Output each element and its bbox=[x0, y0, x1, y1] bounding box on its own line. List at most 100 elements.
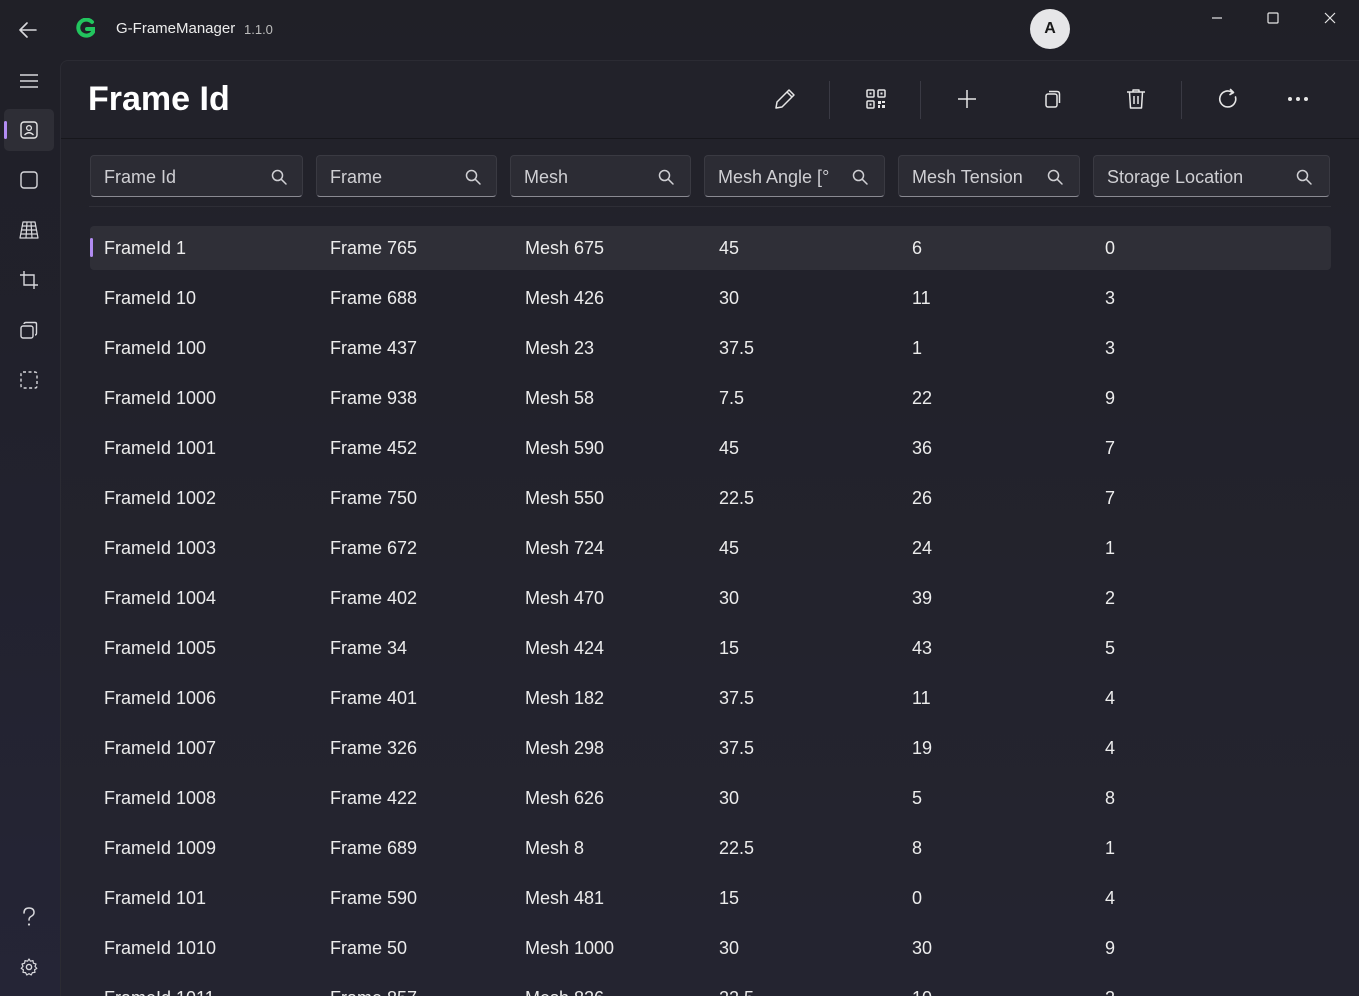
nav-item-frame-ids[interactable] bbox=[4, 109, 54, 151]
cell-storage-location: 4 bbox=[1105, 888, 1116, 908]
cell-storage-location: 3 bbox=[1105, 288, 1116, 308]
cell-frame-id: FrameId 1004 bbox=[104, 588, 217, 608]
delete-trash-icon bbox=[1126, 88, 1146, 110]
help-button[interactable] bbox=[4, 896, 54, 938]
cell-mesh-angle: 30 bbox=[719, 938, 740, 958]
table-row[interactable]: FrameId 1008 Frame 422 Mesh 626 30 5 8 bbox=[90, 776, 1331, 820]
settings-gear-icon bbox=[20, 958, 38, 976]
cell-mesh: Mesh 182 bbox=[525, 688, 605, 708]
cell-frame: Frame 938 bbox=[330, 388, 418, 408]
cell-mesh: Mesh 8 bbox=[525, 838, 585, 858]
maximize-icon bbox=[1267, 12, 1279, 24]
table-row[interactable]: FrameId 1003 Frame 672 Mesh 724 45 24 1 bbox=[90, 526, 1331, 570]
qr-code-button[interactable] bbox=[854, 79, 898, 119]
filter-label: Mesh Angle [°] bbox=[718, 167, 829, 187]
app-version: 1.1.0 bbox=[244, 22, 273, 37]
cell-mesh-tension: 10 bbox=[912, 988, 932, 996]
table-row[interactable]: FrameId 1001 Frame 452 Mesh 590 45 36 7 bbox=[90, 426, 1331, 470]
nav-item-selection[interactable] bbox=[4, 359, 54, 401]
edit-button[interactable] bbox=[763, 79, 807, 119]
cell-frame: Frame 672 bbox=[330, 538, 418, 558]
filter-mesh-angle-input[interactable]: Mesh Angle [°] bbox=[704, 155, 885, 197]
table-row[interactable]: FrameId 1005 Frame 34 Mesh 424 15 43 5 bbox=[90, 626, 1331, 670]
add-button[interactable] bbox=[945, 79, 989, 119]
table-row[interactable]: FrameId 101 Frame 590 Mesh 481 15 0 4 bbox=[90, 876, 1331, 920]
cell-storage-location: 2 bbox=[1105, 988, 1115, 996]
back-button[interactable] bbox=[8, 12, 48, 48]
cell-frame-id: FrameId 1002 bbox=[104, 488, 217, 508]
search-icon[interactable] bbox=[657, 168, 675, 186]
cell-mesh-tension: 11 bbox=[912, 288, 931, 308]
search-icon[interactable] bbox=[851, 168, 869, 186]
cell-mesh-tension: 43 bbox=[912, 638, 933, 658]
cell-mesh: Mesh 724 bbox=[525, 538, 605, 558]
filter-storage-location-input[interactable]: Storage Location bbox=[1093, 155, 1330, 197]
nav-item-meshes[interactable] bbox=[4, 209, 54, 251]
cell-frame: Frame 326 bbox=[330, 738, 418, 758]
dashed-select-icon bbox=[20, 371, 38, 389]
table-row[interactable]: FrameId 100 Frame 437 Mesh 23 37.5 1 3 bbox=[90, 326, 1331, 370]
main-content: Frame Id bbox=[60, 60, 1359, 996]
cell-mesh-tension: 0 bbox=[912, 888, 923, 908]
minimize-button[interactable] bbox=[1189, 0, 1245, 36]
filter-mesh-input[interactable]: Mesh bbox=[510, 155, 691, 197]
cell-mesh: Mesh 298 bbox=[525, 738, 605, 758]
cell-mesh: Mesh 470 bbox=[525, 588, 605, 608]
search-icon[interactable] bbox=[1046, 168, 1064, 186]
cell-frame-id: FrameId 10 bbox=[104, 288, 197, 308]
copy-button[interactable] bbox=[1029, 79, 1073, 119]
table-row[interactable]: FrameId 1011 Frame 857 Mesh 826 22.5 10 … bbox=[90, 976, 1331, 996]
edit-pencil-icon bbox=[774, 88, 796, 110]
table-row[interactable]: FrameId 1002 Frame 750 Mesh 550 22.5 26 … bbox=[90, 476, 1331, 520]
copy-icon bbox=[1041, 89, 1061, 109]
cell-mesh: Mesh 626 bbox=[525, 788, 605, 808]
table-row[interactable]: FrameId 1000 Frame 938 Mesh 58 7.5 22 9 bbox=[90, 376, 1331, 420]
cell-mesh-tension: 24 bbox=[912, 538, 933, 558]
close-button[interactable] bbox=[1302, 0, 1358, 36]
search-icon[interactable] bbox=[270, 168, 288, 186]
cell-storage-location: 8 bbox=[1105, 788, 1116, 808]
table-row[interactable]: FrameId 1009 Frame 689 Mesh 8 22.5 8 1 bbox=[90, 826, 1331, 870]
cell-storage-location: 0 bbox=[1105, 238, 1116, 258]
settings-button[interactable] bbox=[4, 946, 54, 988]
cell-frame: Frame 422 bbox=[330, 788, 418, 808]
filter-frame-id-input[interactable]: Frame Id bbox=[90, 155, 303, 197]
filter-mesh-tension-input[interactable]: Mesh Tension bbox=[898, 155, 1080, 197]
cell-mesh-tension: 39 bbox=[912, 588, 933, 608]
cell-mesh-angle: 37.5 bbox=[719, 688, 755, 708]
cell-storage-location: 1 bbox=[1105, 538, 1116, 558]
table-row[interactable]: FrameId 1 Frame 765 Mesh 675 45 6 0 bbox=[90, 226, 1331, 270]
cell-frame-id: FrameId 1011 bbox=[104, 988, 215, 996]
cell-mesh-angle: 22.5 bbox=[719, 838, 755, 858]
cell-mesh: Mesh 826 bbox=[525, 988, 604, 996]
cell-mesh-tension: 22 bbox=[912, 388, 933, 408]
qr-code-icon bbox=[866, 89, 886, 109]
table-row[interactable]: FrameId 1010 Frame 50 Mesh 1000 30 30 9 bbox=[90, 926, 1331, 970]
cell-mesh-tension: 19 bbox=[912, 738, 933, 758]
nav-item-layers[interactable] bbox=[4, 309, 54, 351]
cell-frame: Frame 50 bbox=[330, 938, 408, 958]
maximize-button[interactable] bbox=[1245, 0, 1301, 36]
nav-item-frames[interactable] bbox=[4, 159, 54, 201]
search-icon[interactable] bbox=[1295, 168, 1313, 186]
cell-storage-location: 9 bbox=[1105, 938, 1116, 958]
avatar[interactable]: A bbox=[1030, 9, 1070, 49]
table-row[interactable]: FrameId 1006 Frame 401 Mesh 182 37.5 11 … bbox=[90, 676, 1331, 720]
header-divider bbox=[61, 138, 1359, 139]
title-bar: G-FrameManager 1.1.0 A bbox=[0, 0, 1359, 60]
nav-item-crop[interactable] bbox=[4, 259, 54, 301]
app-logo-icon bbox=[76, 18, 96, 40]
more-options-button[interactable] bbox=[1276, 79, 1320, 119]
menu-toggle-button[interactable] bbox=[4, 60, 54, 102]
nav-selection-indicator bbox=[4, 121, 7, 139]
delete-button[interactable] bbox=[1114, 79, 1158, 119]
search-icon[interactable] bbox=[464, 168, 482, 186]
filter-frame-input[interactable]: Frame bbox=[316, 155, 497, 197]
filters-divider bbox=[89, 206, 1331, 207]
back-arrow-icon bbox=[19, 22, 37, 38]
table-row[interactable]: FrameId 10 Frame 688 Mesh 426 30 11 3 bbox=[90, 276, 1331, 320]
refresh-button[interactable] bbox=[1206, 79, 1250, 119]
table-row[interactable]: FrameId 1007 Frame 326 Mesh 298 37.5 19 … bbox=[90, 726, 1331, 770]
table-row[interactable]: FrameId 1004 Frame 402 Mesh 470 30 39 2 bbox=[90, 576, 1331, 620]
